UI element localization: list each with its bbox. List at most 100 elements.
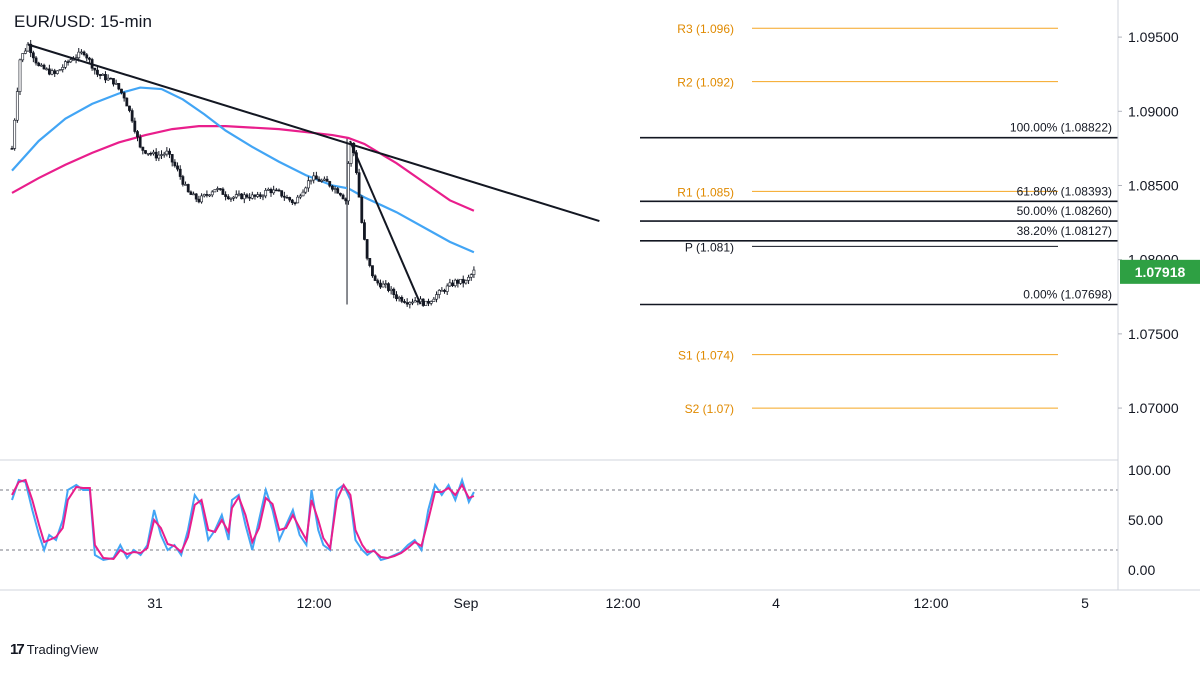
candle-body bbox=[144, 150, 147, 154]
trendline-swing bbox=[349, 140, 422, 305]
candle-body bbox=[125, 97, 129, 107]
candle-body bbox=[141, 146, 145, 151]
candle-body bbox=[45, 68, 49, 71]
candle-body bbox=[467, 276, 470, 281]
candle-body bbox=[162, 153, 166, 156]
candle-body bbox=[101, 74, 105, 76]
candle-body bbox=[240, 193, 244, 200]
candle-body bbox=[328, 181, 332, 187]
candle-body bbox=[47, 68, 51, 75]
candle-body bbox=[330, 185, 334, 190]
tradingview-logo-icon: 17 bbox=[10, 641, 25, 658]
candle-body bbox=[387, 283, 390, 291]
candle-body bbox=[42, 64, 46, 70]
candle-body bbox=[106, 77, 110, 81]
candle-body bbox=[224, 194, 228, 197]
candle-body bbox=[413, 300, 417, 303]
pivot-label: R1 (1.085) bbox=[677, 185, 734, 199]
candle-body bbox=[253, 194, 257, 197]
candle-body bbox=[448, 282, 452, 287]
candle-body bbox=[355, 152, 358, 173]
candle-body bbox=[120, 88, 123, 94]
fib-label: 0.00% (1.07698) bbox=[1023, 287, 1112, 301]
time-tick-label: Sep bbox=[454, 595, 479, 611]
candle-body bbox=[296, 196, 300, 204]
candle-body bbox=[269, 188, 273, 194]
candle-body bbox=[317, 178, 321, 182]
candle-body bbox=[469, 274, 473, 278]
candle-body bbox=[218, 188, 222, 190]
candle-body bbox=[336, 188, 340, 194]
candle-body bbox=[61, 66, 65, 70]
time-tick-label: 31 bbox=[147, 595, 163, 611]
candle-body bbox=[435, 294, 438, 300]
stoch-tick-label: 0.00 bbox=[1128, 562, 1155, 578]
candle-body bbox=[18, 59, 22, 92]
candle-body bbox=[85, 54, 89, 59]
candle-body bbox=[80, 51, 83, 54]
stoch-d-line bbox=[11, 478, 475, 561]
stoch-tick-label: 50.00 bbox=[1128, 512, 1163, 528]
candle-body bbox=[411, 301, 414, 304]
candle-body bbox=[160, 154, 163, 156]
fib-label: 61.80% (1.08393) bbox=[1017, 184, 1112, 198]
candle-body bbox=[333, 188, 337, 190]
candle-body bbox=[306, 180, 310, 189]
time-tick-label: 12:00 bbox=[296, 595, 331, 611]
price-pane: R3 (1.096) R2 (1.092) R1 (1.085) P (1.081) S… bbox=[10, 22, 1118, 416]
candle-body bbox=[314, 175, 318, 180]
candle-body bbox=[445, 285, 449, 292]
candle-body bbox=[168, 150, 171, 155]
candle-body bbox=[304, 187, 308, 193]
candle-body bbox=[250, 194, 254, 199]
trendline-descending bbox=[27, 43, 600, 223]
candle-body bbox=[339, 192, 342, 196]
candle-body bbox=[208, 194, 211, 197]
candle-body bbox=[451, 282, 454, 287]
candle-body bbox=[138, 136, 142, 148]
candle-body bbox=[202, 194, 206, 197]
candle-body bbox=[216, 188, 219, 190]
candle-body bbox=[363, 222, 366, 240]
candle-body bbox=[424, 300, 428, 306]
candle-body bbox=[213, 189, 217, 193]
brand-label: TradingView bbox=[26, 642, 99, 657]
candle-body bbox=[53, 70, 57, 74]
candle-body bbox=[77, 51, 81, 59]
candle-body bbox=[256, 194, 260, 197]
candle-body bbox=[285, 196, 289, 199]
candle-body bbox=[421, 298, 425, 306]
candle-body bbox=[39, 64, 43, 67]
candle-body bbox=[472, 269, 476, 275]
candle-body bbox=[464, 280, 468, 284]
candle-body bbox=[272, 189, 276, 194]
candle-body bbox=[274, 189, 278, 192]
candle-body bbox=[149, 152, 153, 155]
candle-body bbox=[165, 150, 169, 155]
candle-body bbox=[178, 168, 182, 177]
candle-body bbox=[221, 188, 225, 195]
price-tick-label: 1.09500 bbox=[1128, 29, 1179, 45]
candle-body bbox=[397, 297, 401, 300]
pivot-label: R2 (1.092) bbox=[677, 76, 734, 90]
candle-body bbox=[114, 83, 118, 85]
time-tick-label: 4 bbox=[772, 595, 780, 611]
candle-body bbox=[232, 196, 236, 199]
candle-body bbox=[429, 301, 433, 304]
candle-body bbox=[152, 151, 155, 154]
fib-label: 50.00% (1.08260) bbox=[1017, 204, 1112, 218]
pivot-label: P (1.081) bbox=[685, 240, 734, 254]
candle-body bbox=[117, 83, 121, 90]
candle-body bbox=[443, 289, 446, 292]
candle-body bbox=[130, 110, 134, 122]
candle-body bbox=[69, 59, 73, 63]
candle-body bbox=[112, 78, 115, 85]
candle-body bbox=[176, 165, 179, 170]
candle-body bbox=[210, 191, 214, 196]
candle-body bbox=[298, 195, 302, 198]
candle-body bbox=[432, 298, 436, 302]
brand[interactable]: 17 TradingView bbox=[10, 641, 98, 658]
time-tick-label: 12:00 bbox=[605, 595, 640, 611]
candle-body bbox=[226, 196, 230, 199]
